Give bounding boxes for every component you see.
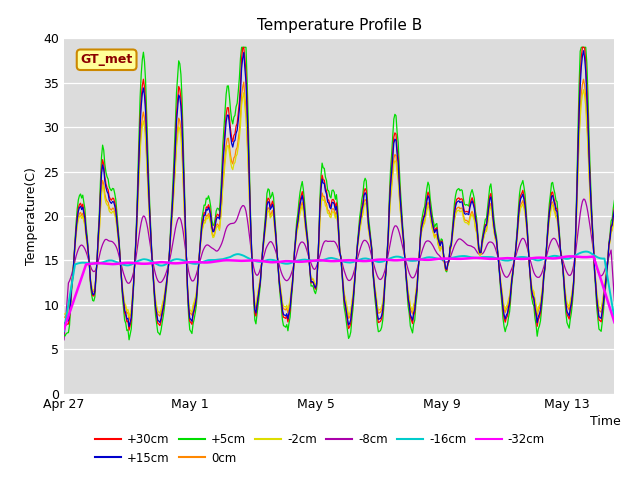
Y-axis label: Temperature(C): Temperature(C)	[25, 167, 38, 265]
Text: Time: Time	[590, 415, 621, 428]
Title: Temperature Profile B: Temperature Profile B	[257, 18, 422, 33]
Legend: +30cm, +15cm, +5cm, 0cm, -2cm, -8cm, -16cm, -32cm: +30cm, +15cm, +5cm, 0cm, -2cm, -8cm, -16…	[90, 428, 550, 469]
Text: GT_met: GT_met	[81, 53, 132, 66]
